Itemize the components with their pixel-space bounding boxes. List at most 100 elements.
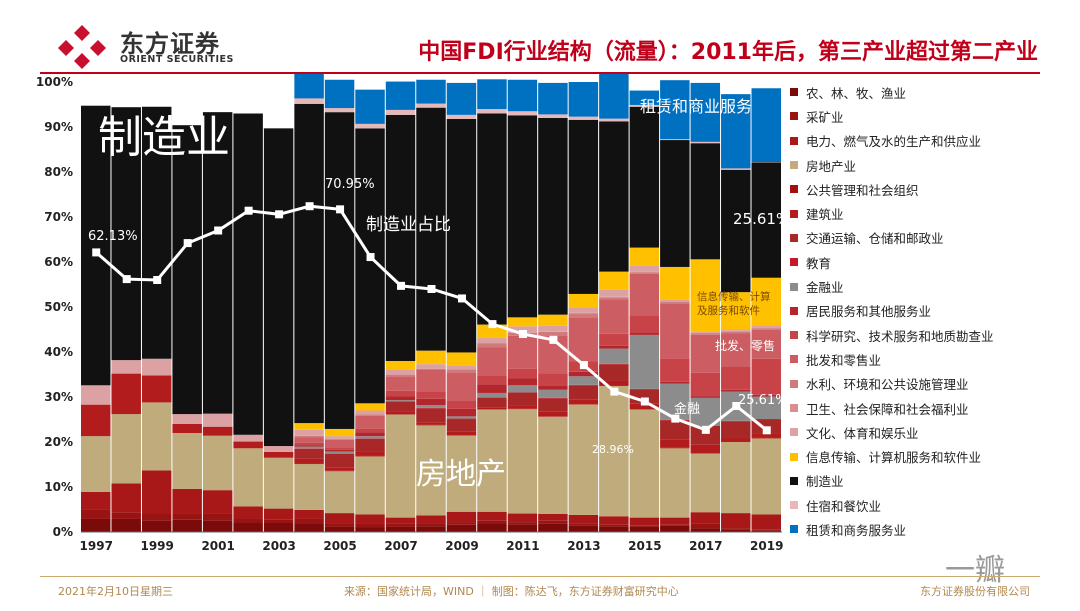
- legend-label: 租赁和商务服务业: [806, 522, 907, 538]
- bar-segment: [294, 103, 324, 424]
- legend-item: 卫生、社会保障和社会福利业: [790, 396, 994, 420]
- bar-segment: [599, 516, 629, 525]
- x-tick-label: 2013: [567, 539, 600, 553]
- bar-segment: [355, 456, 385, 515]
- bar-segment: [660, 439, 690, 448]
- bar-segment: [507, 335, 538, 369]
- bar-segment: [385, 390, 416, 397]
- bar-segment: [599, 524, 629, 527]
- bar-segment: [446, 372, 477, 401]
- legend-swatch: [790, 112, 798, 121]
- x-tick-label: 2019: [750, 539, 783, 553]
- legend-item: 建筑业: [790, 201, 994, 225]
- bar-segment: [172, 414, 202, 424]
- bar-segment: [599, 385, 629, 517]
- legend-label: 卫生、社会保障和社会福利业: [806, 401, 969, 417]
- y-tick-label: 60%: [44, 255, 73, 269]
- bar-segment: [507, 513, 538, 523]
- bar-segment: [751, 438, 781, 515]
- legend-swatch: [790, 282, 798, 291]
- bar-segment: [385, 109, 416, 115]
- bar-segment: [538, 416, 568, 514]
- legend-label: 电力、燃气及水的生产和供应业: [806, 134, 982, 150]
- bar-segment: [385, 370, 416, 375]
- bar-segment: [324, 467, 355, 471]
- legend-item: 制造业: [790, 469, 994, 493]
- bar-segment: [721, 513, 751, 529]
- bar-segment: [355, 438, 385, 452]
- x-tick-label: 2011: [506, 539, 539, 553]
- bar-segment: [446, 416, 477, 419]
- bar-segment: [446, 352, 477, 366]
- bar-segment: [660, 358, 690, 382]
- legend-label: 农、林、牧、渔业: [806, 85, 907, 101]
- bar-segment: [416, 103, 446, 108]
- bar-segment: [507, 368, 538, 379]
- legend-swatch: [790, 306, 798, 315]
- legend-swatch: [790, 185, 798, 194]
- bar-segment: [538, 398, 568, 412]
- bar-segment: [324, 526, 355, 532]
- x-tick-label: 2007: [384, 539, 417, 553]
- line-point: [366, 253, 375, 262]
- bar-segment: [629, 525, 660, 527]
- bar-segment: [568, 376, 599, 385]
- bar-segment: [416, 368, 446, 370]
- legend-label: 建筑业: [806, 207, 844, 223]
- y-tick-label: 50%: [44, 300, 73, 314]
- bar-segment: [690, 334, 721, 373]
- legend-item: 文化、体育和娱乐业: [790, 420, 994, 444]
- bar-segment: [324, 513, 355, 524]
- bar-segment: [690, 259, 721, 332]
- legend-item: 租赁和商务服务业: [790, 517, 994, 541]
- bar-segment: [202, 513, 233, 521]
- bar-segment: [477, 338, 507, 343]
- y-tick-label: 40%: [44, 345, 73, 359]
- legend-label: 制造业: [806, 474, 844, 490]
- bar-segment: [660, 301, 690, 303]
- legend-swatch: [790, 233, 798, 242]
- bar-segment: [355, 523, 385, 528]
- bar-segment: [294, 72, 324, 99]
- legend-item: 信息传输、计算机服务和软件业: [790, 444, 994, 468]
- bar-segment: [660, 139, 690, 141]
- bar-segment: [446, 114, 477, 119]
- line-point: [122, 275, 131, 284]
- bar-segment: [568, 119, 599, 294]
- bar-segment: [81, 491, 111, 510]
- bar-segment: [324, 428, 355, 437]
- line-point: [640, 397, 649, 406]
- bar-segment: [568, 307, 599, 313]
- bar-segment: [294, 518, 324, 524]
- bar-segment: [599, 364, 629, 381]
- legend-swatch: [790, 404, 798, 412]
- bar-segment: [538, 114, 568, 118]
- bar-segment: [690, 425, 721, 445]
- bar-segment: [690, 333, 721, 335]
- legend-label: 居民服务和其他服务业: [806, 304, 932, 320]
- bar-segment: [355, 123, 385, 129]
- bar-segment: [294, 509, 324, 519]
- x-tick-label: 1997: [80, 539, 113, 553]
- bar-segment: [416, 79, 446, 104]
- label-retail: 批发、零售: [715, 338, 775, 353]
- line-point: [214, 226, 223, 235]
- bar-segment: [172, 513, 202, 520]
- bar-segment: [568, 293, 599, 308]
- bar-segment: [294, 437, 324, 443]
- bar-segment: [416, 107, 446, 351]
- legend-label: 教育: [806, 255, 832, 271]
- bar-segment: [324, 471, 355, 514]
- bar-segment: [385, 523, 416, 527]
- bar-segment: [81, 518, 111, 532]
- legend-label: 批发和零售业: [806, 352, 882, 368]
- bar-segment: [629, 265, 660, 272]
- bar-segment: [416, 364, 446, 369]
- bar-segment: [385, 361, 416, 370]
- bar-segment: [385, 114, 416, 361]
- x-tick-label: 2005: [323, 539, 356, 553]
- label-mfg-end-value: 25.61%: [733, 210, 790, 228]
- bar-segment: [385, 401, 416, 412]
- bar-segment: [751, 329, 781, 359]
